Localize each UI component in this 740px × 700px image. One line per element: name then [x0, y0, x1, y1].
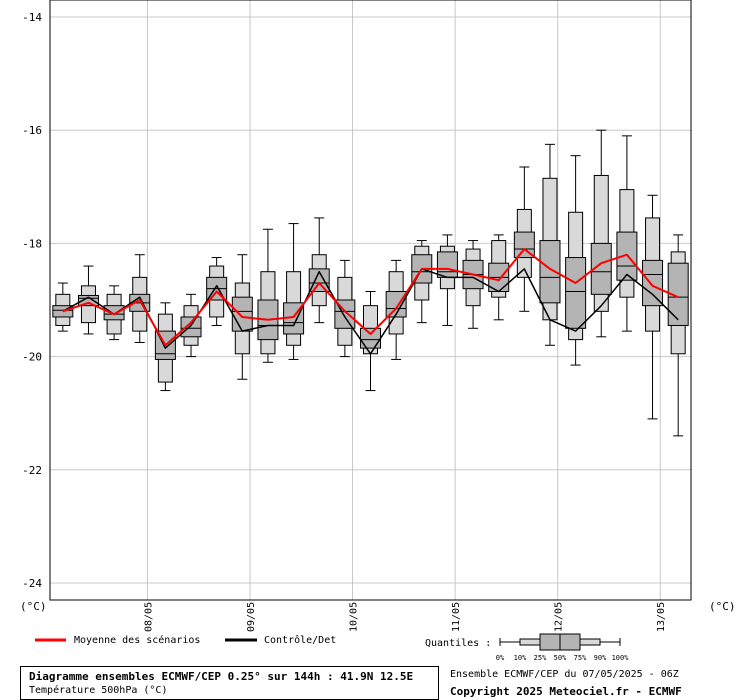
mean-line — [62, 248, 679, 347]
quantile-tick-label: 100% — [612, 654, 630, 662]
x-date-label: 11/05 — [451, 602, 462, 632]
x-date-label: 12/05 — [554, 602, 565, 632]
quantile-tick-label: 0% — [496, 654, 505, 662]
y-tick-label: -18 — [22, 237, 42, 250]
quantile-tick-label: 90% — [594, 654, 607, 662]
box-p25-p75 — [385, 291, 407, 318]
boxplot-20 — [539, 143, 561, 346]
x-date-label: 13/05 — [656, 602, 667, 632]
y-tick-label: -14 — [22, 11, 42, 24]
boxplot-3 — [103, 285, 125, 341]
boxplot-8 — [231, 254, 253, 380]
box-p25-p75 — [539, 240, 561, 304]
boxplot-22 — [590, 129, 612, 338]
plot-frame — [49, 0, 692, 601]
boxplot-24 — [642, 194, 664, 420]
y-unit-left: (°C) — [20, 600, 47, 613]
box-p25-p75 — [180, 316, 202, 338]
box-p25-p75 — [360, 327, 381, 349]
control-line — [62, 268, 679, 355]
boxplot-11 — [308, 217, 330, 324]
box-p25-p75 — [565, 257, 587, 329]
box-p25-p75 — [77, 294, 99, 307]
boxplot-13 — [360, 291, 381, 392]
box-p25-p75 — [667, 262, 689, 326]
quantile-tick-labels: 0% 10% 25% 50% 75% 90% 100% — [496, 654, 629, 662]
box-p25-p75 — [513, 231, 535, 259]
quantile-tick-label: 10% — [514, 654, 527, 662]
x-date-label: 10/05 — [349, 602, 360, 632]
box-p25-p75 — [642, 259, 664, 307]
box-p25-p75 — [308, 268, 330, 293]
boxplot-12 — [334, 259, 356, 358]
box-p25-p75 — [590, 242, 612, 295]
boxplot-2 — [77, 265, 99, 335]
box-p25-p75 — [436, 251, 458, 278]
y-tick-label: -16 — [22, 124, 42, 137]
boxplot-16 — [436, 234, 458, 326]
control-legend-label: Contrôle/Det — [264, 634, 336, 646]
boxplots — [52, 129, 689, 437]
copyright: Copyright 2025 Meteociel.fr - ECMWF — [450, 685, 682, 698]
boxplot-9 — [257, 228, 279, 363]
quantile-legend-glyph — [499, 633, 621, 651]
chart-subtitle: Température 500hPa (°C) — [29, 685, 168, 696]
quantiles-label: Quantiles : — [425, 638, 491, 649]
boxplot-14 — [385, 259, 407, 360]
run-info: Ensemble ECMWF/CEP du 07/05/2025 - 06Z — [450, 669, 679, 680]
y-tick-labels: -14 -16 -18 -20 -22 -24 — [22, 11, 42, 590]
y-tick-label: -20 — [22, 351, 42, 364]
x-date-label: 09/05 — [246, 602, 257, 632]
boxplot-17 — [462, 240, 484, 329]
boxplot-23 — [616, 135, 638, 332]
title-box: Diagramme ensembles ECMWF/CEP 0.25° sur … — [20, 666, 439, 700]
boxplot-18 — [488, 234, 510, 321]
quantile-tick-label: 25% — [534, 654, 547, 662]
box-p25-p75 — [103, 305, 125, 321]
x-date-labels: 08/05 09/05 10/05 11/05 12/05 13/05 — [143, 602, 667, 632]
mean-legend-label: Moyenne des scénarios — [74, 634, 200, 646]
boxplot-19 — [513, 166, 535, 312]
quantile-tick-label: 50% — [554, 654, 567, 662]
y-tick-label: -24 — [22, 577, 42, 590]
quantile-tick-label: 75% — [574, 654, 587, 662]
box-p25-p75 — [231, 296, 253, 332]
chart-title: Diagramme ensembles ECMWF/CEP 0.25° sur … — [29, 670, 414, 683]
boxplot-10 — [283, 223, 305, 360]
series-lines — [62, 248, 679, 355]
y-unit-right: (°C) — [709, 600, 736, 613]
x-date-label: 08/05 — [143, 602, 154, 632]
y-tick-label: -22 — [22, 464, 42, 477]
boxplot-21 — [565, 155, 587, 366]
boxplot-25 — [667, 234, 689, 437]
